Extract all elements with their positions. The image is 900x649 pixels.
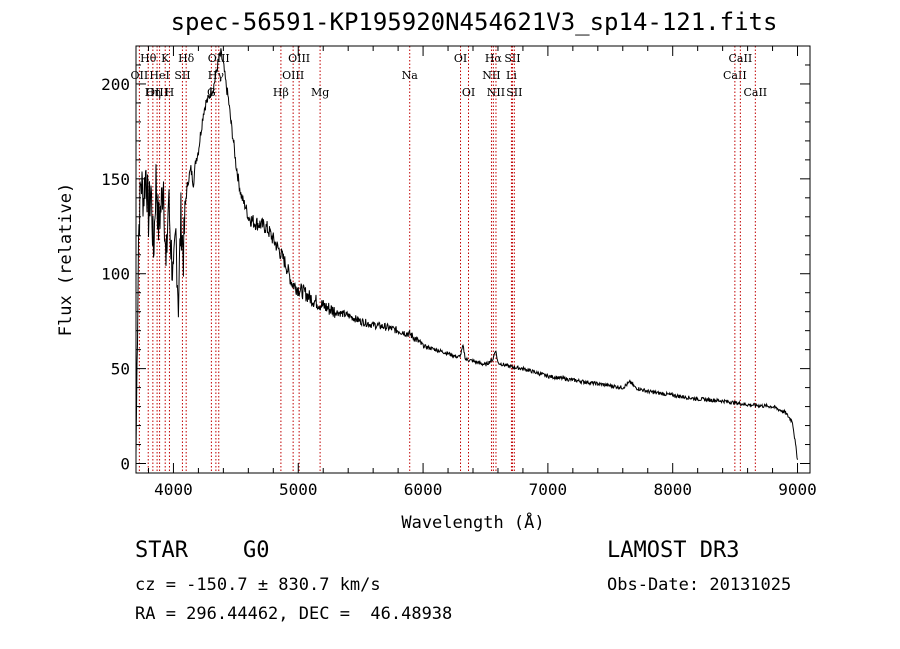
survey-name: LAMOST DR3 [607,538,740,563]
line-marker-label: OIII [146,86,168,99]
spectrum-line [135,48,798,460]
observation-date: Obs-Date: 20131025 [607,575,792,595]
object-class: STAR [135,538,188,563]
line-marker-label: CaII [729,52,753,65]
plot-frame [135,45,811,474]
x-tick-label: 9000 [778,480,817,499]
line-marker-label: CaII [743,86,767,99]
line-marker-label: Mg [311,86,329,99]
line-marker-label: Hβ [273,86,289,99]
line-marker-label: OIII [282,69,304,82]
y-tick-label: 50 [111,360,130,379]
axis-ticks-group: 4000 5000 6000 7000 8000 9000 0 50 100 150 200 [101,46,817,499]
x-axis-label: Wavelength (Å) [401,511,544,533]
coordinates: RA = 296.44462, DEC = 46.48938 [135,604,453,624]
line-marker-label: Hα [485,52,503,65]
x-tick-label: 8000 [653,480,692,499]
line-marker-label: Hδ [178,52,195,65]
line-marker-label: Li [506,69,517,82]
line-marker-label: OII [131,69,149,82]
line-marker-label: SII [506,86,522,99]
line-marker-label: OI [462,86,475,99]
y-tick-label: 200 [101,75,130,94]
x-tick-label: 5000 [279,480,318,499]
y-tick-label: 100 [101,265,130,284]
x-tick-label: 7000 [529,480,568,499]
line-marker-label: Na [402,69,419,82]
line-marker-label: Hη [145,86,161,99]
line-marker-label: NII [487,86,505,99]
line-marker-label: NII [482,69,500,82]
line-marker-label: K [161,52,170,65]
line-marker-label: Hγ [208,69,225,82]
y-tick-label: 0 [120,455,130,474]
line-marker-label: OI [454,52,467,65]
object-subclass: G0 [243,538,270,563]
x-tick-label: 6000 [404,480,443,499]
chart-title: spec-56591-KP195920N454621V3_sp14-121.fi… [170,8,778,36]
line-marker-label: Hθ [140,52,157,65]
line-marker-label: CaII [723,69,747,82]
y-tick-label: 150 [101,170,130,189]
line-marker-label: SII [174,69,190,82]
line-marker-label: OIII [288,52,310,65]
line-marker-label: SII [504,52,520,65]
y-axis-label: Flux (relative) [56,183,76,337]
line-marker-label: HeI [149,69,169,82]
x-tick-label: 4000 [154,480,193,499]
redshift-cz: cz = -150.7 ± 830.7 km/s [135,575,381,595]
line-marker-label: H [165,86,175,99]
